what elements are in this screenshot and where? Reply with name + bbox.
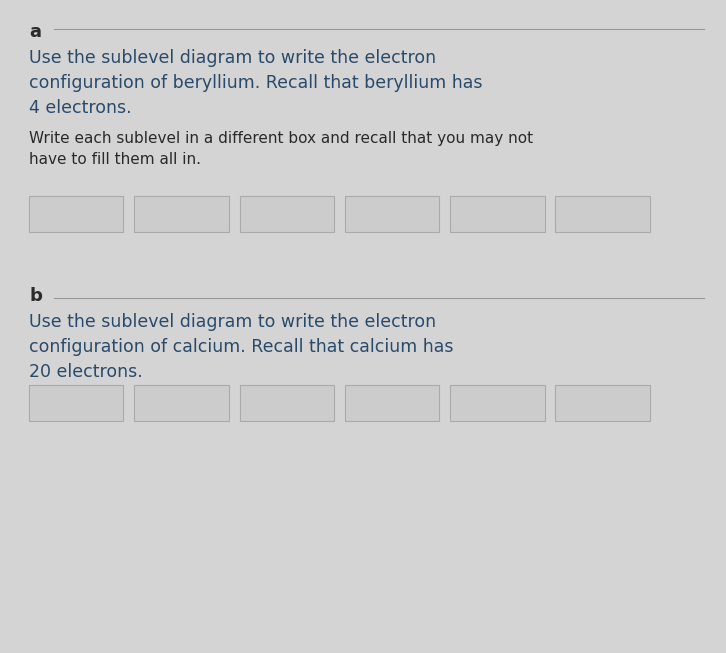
- FancyBboxPatch shape: [240, 196, 334, 232]
- FancyBboxPatch shape: [29, 196, 123, 232]
- FancyBboxPatch shape: [29, 385, 123, 421]
- FancyBboxPatch shape: [450, 385, 544, 421]
- Text: Use the sublevel diagram to write the electron
configuration of beryllium. Recal: Use the sublevel diagram to write the el…: [29, 49, 483, 117]
- FancyBboxPatch shape: [134, 196, 229, 232]
- FancyBboxPatch shape: [555, 196, 650, 232]
- FancyBboxPatch shape: [345, 385, 439, 421]
- Text: b: b: [29, 287, 42, 306]
- FancyBboxPatch shape: [555, 385, 650, 421]
- FancyBboxPatch shape: [240, 385, 334, 421]
- Text: Use the sublevel diagram to write the electron
configuration of calcium. Recall : Use the sublevel diagram to write the el…: [29, 313, 454, 381]
- Text: Write each sublevel in a different box and recall that you may not
have to fill : Write each sublevel in a different box a…: [29, 131, 533, 167]
- FancyBboxPatch shape: [345, 196, 439, 232]
- FancyBboxPatch shape: [134, 385, 229, 421]
- Text: a: a: [29, 23, 41, 41]
- FancyBboxPatch shape: [450, 196, 544, 232]
